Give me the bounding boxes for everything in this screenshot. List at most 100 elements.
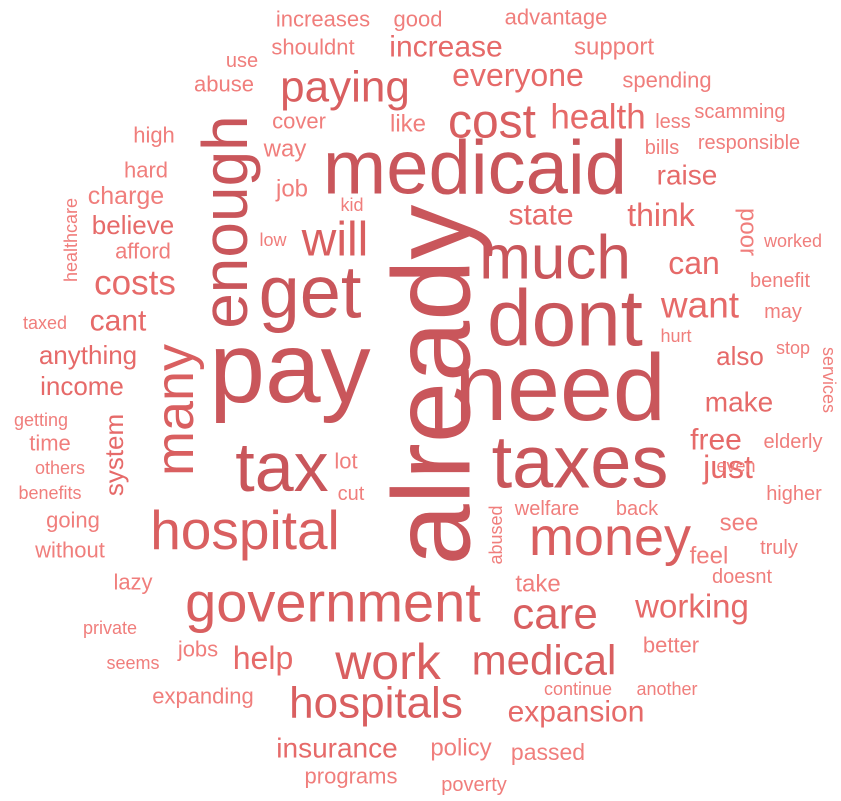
- word: see: [720, 510, 759, 537]
- word: support: [574, 34, 654, 61]
- word: kid: [340, 195, 363, 215]
- word: money: [529, 507, 691, 567]
- word: believe: [92, 210, 174, 240]
- word: afford: [115, 239, 171, 264]
- word: pay: [209, 312, 370, 424]
- word: expansion: [508, 696, 645, 729]
- word: also: [716, 341, 764, 371]
- word: jobs: [177, 637, 218, 662]
- word: cut: [338, 483, 365, 505]
- word: spending: [622, 68, 711, 93]
- word: truly: [760, 537, 798, 559]
- word: bills: [645, 137, 679, 159]
- word: cover: [272, 109, 326, 134]
- word: hard: [124, 158, 168, 183]
- word: another: [636, 679, 697, 699]
- word: cost: [448, 96, 536, 149]
- word: hospitals: [289, 679, 463, 728]
- word: help: [233, 640, 294, 676]
- word: stop: [776, 338, 810, 358]
- word: like: [390, 111, 426, 138]
- word: enough: [189, 115, 261, 329]
- word: hurt: [660, 326, 691, 346]
- word: cant: [90, 305, 147, 338]
- word: lot: [334, 449, 357, 474]
- word: need: [454, 335, 665, 441]
- word: lazy: [113, 570, 152, 595]
- word: make: [705, 387, 773, 418]
- word: may: [764, 301, 802, 323]
- word: care: [512, 590, 598, 639]
- word: expanding: [152, 684, 254, 709]
- word: everyone: [452, 57, 584, 93]
- word: increases: [276, 7, 370, 32]
- word: others: [35, 458, 85, 478]
- word: hospital: [150, 499, 340, 561]
- word: shouldnt: [271, 35, 354, 60]
- word: state: [508, 199, 573, 232]
- word: policy: [430, 735, 491, 762]
- word: time: [29, 431, 71, 456]
- word: already: [371, 205, 494, 566]
- word: anything: [39, 340, 137, 370]
- word: take: [515, 571, 560, 598]
- word: getting: [14, 410, 68, 430]
- word: poverty: [441, 774, 507, 796]
- word: work: [334, 634, 442, 690]
- word: charge: [88, 182, 164, 210]
- word: insurance: [276, 733, 397, 764]
- word: elderly: [764, 431, 823, 453]
- word: without: [34, 538, 105, 563]
- word: good: [394, 7, 443, 32]
- word: can: [668, 245, 720, 281]
- word: services: [819, 347, 839, 413]
- word: just: [702, 449, 753, 485]
- word: worked: [763, 231, 822, 251]
- word: system: [99, 414, 129, 496]
- word: doesnt: [712, 566, 772, 588]
- word: passed: [511, 739, 585, 765]
- word: tax: [235, 428, 328, 506]
- word: dont: [487, 274, 643, 363]
- word: increase: [389, 31, 502, 64]
- word: government: [185, 571, 481, 634]
- word: costs: [94, 264, 176, 303]
- word: better: [643, 633, 699, 658]
- word: many: [145, 344, 205, 476]
- word: abused: [486, 505, 506, 564]
- word: free: [690, 424, 742, 457]
- word: seems: [106, 653, 159, 673]
- word: continue: [544, 679, 612, 699]
- word: get: [259, 251, 362, 334]
- word: programs: [305, 764, 398, 789]
- word: much: [479, 224, 631, 293]
- word: advantage: [505, 5, 608, 30]
- word: high: [133, 123, 175, 148]
- word: healthcare: [61, 198, 81, 282]
- word: low: [259, 230, 287, 250]
- word: think: [627, 197, 696, 233]
- word: want: [660, 285, 740, 326]
- word: feel: [690, 543, 729, 570]
- word: back: [616, 498, 659, 520]
- word: welfare: [514, 498, 579, 520]
- word: taxed: [23, 313, 67, 333]
- word: working: [634, 588, 749, 625]
- word: will: [301, 214, 369, 267]
- word: medical: [472, 637, 617, 684]
- word: income: [40, 371, 124, 401]
- word: raise: [657, 160, 718, 191]
- word: paying: [280, 63, 410, 112]
- word: even: [716, 456, 755, 476]
- word: poor: [735, 208, 762, 256]
- word: job: [275, 176, 308, 203]
- word: abuse: [194, 72, 254, 97]
- word: less: [655, 111, 691, 133]
- word: benefits: [18, 483, 81, 503]
- word: medicaid: [323, 126, 627, 211]
- word: taxes: [492, 421, 669, 504]
- word: higher: [766, 483, 822, 505]
- word: way: [263, 136, 307, 163]
- word: going: [46, 508, 100, 533]
